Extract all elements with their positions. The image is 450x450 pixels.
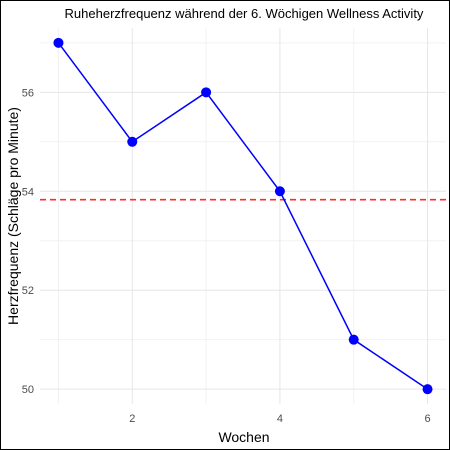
x-axis-ticks: 2 4 6 bbox=[129, 413, 430, 425]
data-point bbox=[422, 384, 433, 395]
y-tick-label: 56 bbox=[22, 87, 34, 99]
chart-title: Ruheherzfrequenz während der 6. Wöchigen… bbox=[65, 6, 424, 21]
y-tick-label: 50 bbox=[22, 384, 34, 396]
data-point bbox=[201, 87, 212, 98]
y-tick-label: 52 bbox=[22, 285, 34, 297]
minor-gridlines bbox=[40, 28, 446, 404]
x-tick-label: 4 bbox=[277, 413, 283, 425]
data-point bbox=[127, 136, 138, 147]
data-point bbox=[274, 186, 285, 197]
y-axis-title: Herzfrequenz (Schläge pro Minute) bbox=[5, 107, 21, 325]
x-tick-label: 2 bbox=[129, 413, 135, 425]
x-tick-label: 6 bbox=[424, 413, 430, 425]
series-line bbox=[57, 42, 428, 390]
major-gridlines bbox=[40, 28, 446, 404]
data-point bbox=[348, 334, 359, 345]
series-layer bbox=[53, 37, 433, 395]
y-axis-ticks: 50 52 54 56 bbox=[22, 87, 34, 396]
data-point bbox=[53, 37, 64, 48]
y-tick-label: 54 bbox=[22, 186, 34, 198]
x-axis-title: Wochen bbox=[218, 429, 269, 445]
